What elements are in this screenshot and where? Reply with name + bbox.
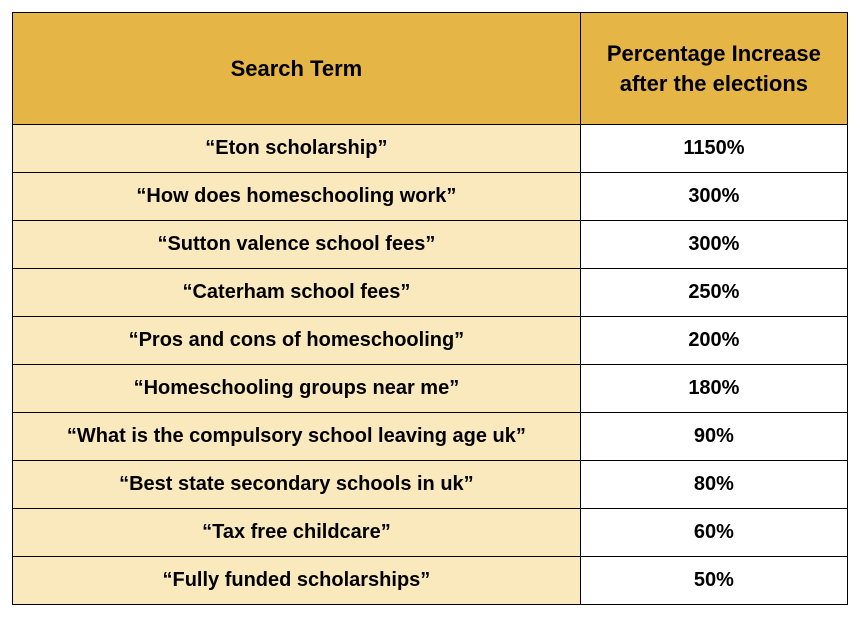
table-header-row: Search Term Percentage Increase after th…	[13, 13, 848, 125]
cell-term: “What is the compulsory school leaving a…	[13, 413, 581, 461]
cell-term: “Best state secondary schools in uk”	[13, 461, 581, 509]
cell-pct: 180%	[580, 365, 847, 413]
cell-term: “Tax free childcare”	[13, 509, 581, 557]
cell-term: “Homeschooling groups near me”	[13, 365, 581, 413]
table-body: “Eton scholarship” 1150% “How does homes…	[13, 125, 848, 605]
header-search-term: Search Term	[13, 13, 581, 125]
cell-term: “Eton scholarship”	[13, 125, 581, 173]
cell-term: “How does homeschooling work”	[13, 173, 581, 221]
table-row: “Fully funded scholarships” 50%	[13, 557, 848, 605]
cell-pct: 200%	[580, 317, 847, 365]
table-row: “Caterham school fees” 250%	[13, 269, 848, 317]
cell-pct: 1150%	[580, 125, 847, 173]
table-row: “Best state secondary schools in uk” 80%	[13, 461, 848, 509]
cell-pct: 300%	[580, 173, 847, 221]
cell-pct: 60%	[580, 509, 847, 557]
cell-term: “Sutton valence school fees”	[13, 221, 581, 269]
cell-pct: 50%	[580, 557, 847, 605]
table-row: “How does homeschooling work” 300%	[13, 173, 848, 221]
cell-term: “Pros and cons of homeschooling”	[13, 317, 581, 365]
table-row: “Eton scholarship” 1150%	[13, 125, 848, 173]
header-percentage: Percentage Increase after the elections	[580, 13, 847, 125]
table-row: “Pros and cons of homeschooling” 200%	[13, 317, 848, 365]
cell-pct: 250%	[580, 269, 847, 317]
table-row: “Sutton valence school fees” 300%	[13, 221, 848, 269]
cell-pct: 80%	[580, 461, 847, 509]
cell-term: “Caterham school fees”	[13, 269, 581, 317]
table-row: “Homeschooling groups near me” 180%	[13, 365, 848, 413]
search-term-table: Search Term Percentage Increase after th…	[12, 12, 848, 605]
cell-pct: 300%	[580, 221, 847, 269]
table-row: “What is the compulsory school leaving a…	[13, 413, 848, 461]
cell-term: “Fully funded scholarships”	[13, 557, 581, 605]
table-row: “Tax free childcare” 60%	[13, 509, 848, 557]
cell-pct: 90%	[580, 413, 847, 461]
